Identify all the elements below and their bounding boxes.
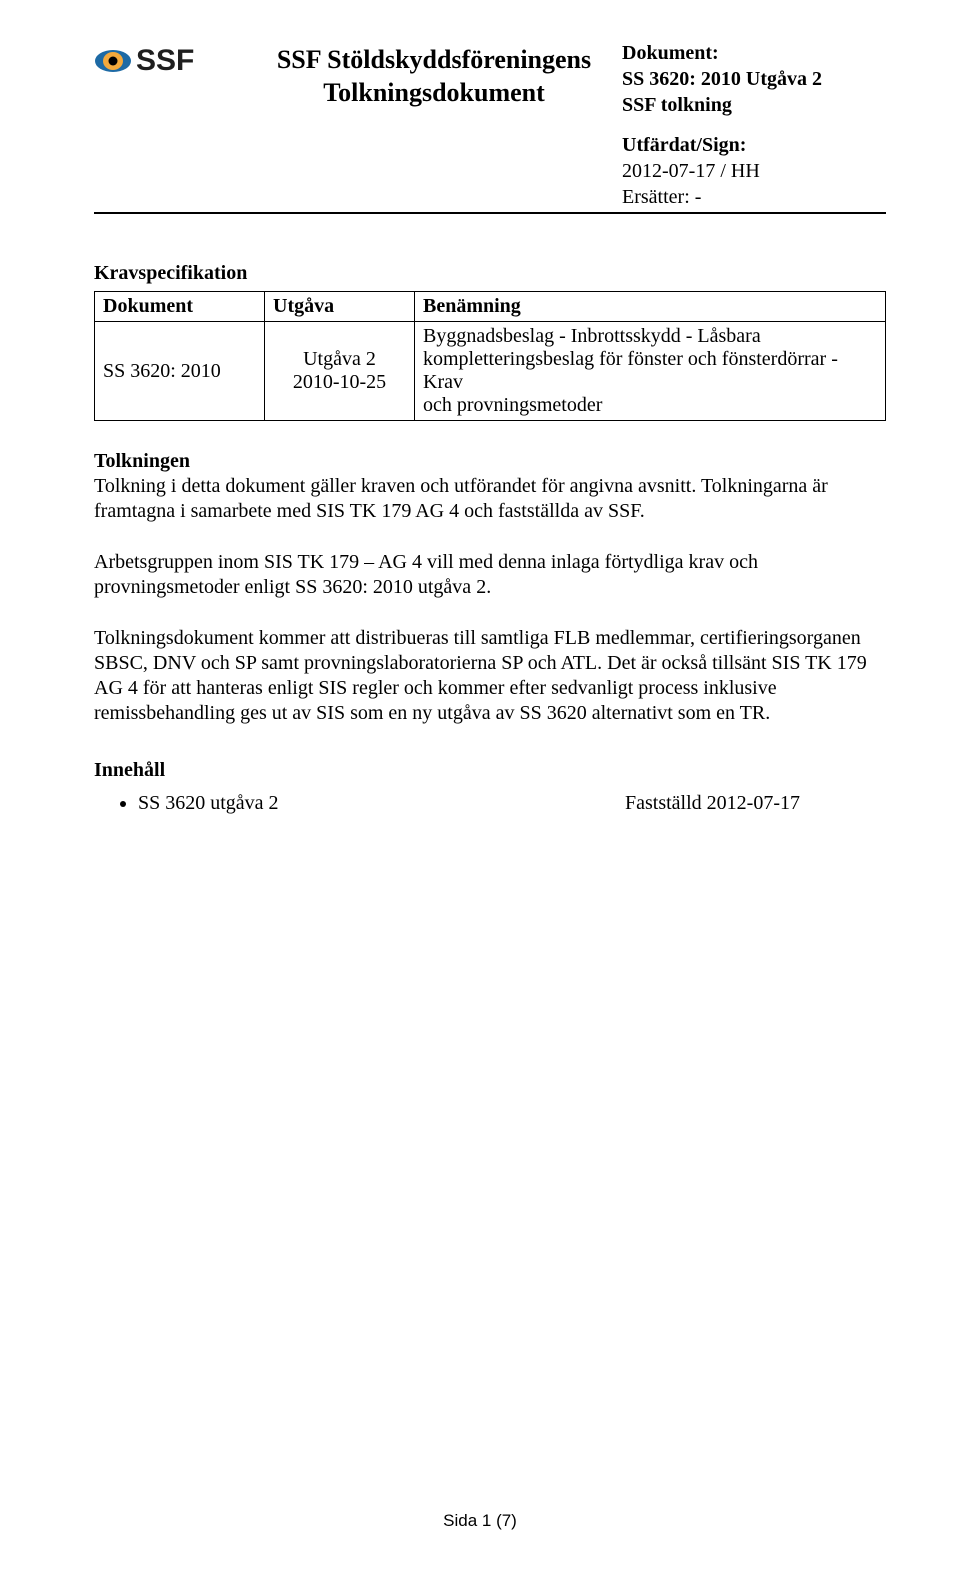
cell-benamning: Byggnadsbeslag - Inbrottsskydd - Låsbara…: [415, 322, 886, 421]
innehall-heading: Innehåll: [94, 758, 886, 783]
title-cell: SSF Stöldskyddsföreningens Tolkningsdoku…: [254, 40, 614, 109]
page-footer: Sida 1 (7): [0, 1511, 960, 1531]
col-benamning: Benämning: [415, 292, 886, 322]
paragraph-2: Arbetsgruppen inom SIS TK 179 – AG 4 vil…: [94, 550, 886, 600]
table-row: SS 3620: 2010 Utgåva 2 2010-10-25 Byggna…: [95, 322, 886, 421]
innehall-list: SS 3620 utgåva 2 Fastställd 2012-07-17: [94, 791, 886, 816]
meta-utfardat-label: Utfärdat/Sign:: [622, 132, 886, 158]
doc-title-line2: Tolkningsdokument: [254, 77, 614, 110]
cell-benamning-line2: kompletteringsbeslag för fönster och fön…: [423, 348, 877, 394]
page: SSF SSF Stöldskyddsföreningens Tolknings…: [0, 0, 960, 1577]
cell-benamning-line3: och provningsmetoder: [423, 394, 877, 417]
meta-dokument-label: Dokument:: [622, 40, 886, 66]
document-header: SSF SSF Stöldskyddsföreningens Tolknings…: [94, 40, 886, 214]
logo-cell: SSF: [94, 40, 254, 79]
cell-dokument-text: SS 3620: 2010: [103, 360, 221, 382]
meta-cell: Dokument: SS 3620: 2010 Utgåva 2 SSF tol…: [614, 40, 886, 210]
table-header-row: Dokument Utgåva Benämning: [95, 292, 886, 322]
cell-utgava-line2: 2010-10-25: [273, 371, 406, 394]
cell-utgava: Utgåva 2 2010-10-25: [265, 322, 415, 421]
meta-dokument-line2: SSF tolkning: [622, 92, 886, 118]
list-item: SS 3620 utgåva 2 Fastställd 2012-07-17: [138, 791, 886, 816]
meta-utfardat-value: 2012-07-17 / HH: [622, 158, 886, 184]
body-text: Tolkningen Tolkning i detta dokument gäl…: [94, 449, 886, 816]
paragraph-3: Tolkningsdokument kommer att distribuera…: [94, 626, 886, 726]
innehall-item-left: SS 3620 utgåva 2: [138, 791, 279, 816]
ssf-logo: SSF: [94, 44, 194, 78]
doc-title-line1: SSF Stöldskyddsföreningens: [254, 44, 614, 77]
cell-dokument: SS 3620: 2010: [95, 322, 265, 421]
kravspec-heading: Kravspecifikation: [94, 262, 886, 285]
cell-utgava-line1: Utgåva 2: [273, 348, 406, 371]
innehall-item-right: Fastställd 2012-07-17: [625, 791, 800, 816]
meta-dokument-line1: SS 3620: 2010 Utgåva 2: [622, 66, 886, 92]
meta-ersatter: Ersätter: -: [622, 184, 886, 210]
cell-benamning-line1: Byggnadsbeslag - Inbrottsskydd - Låsbara: [423, 325, 877, 348]
eye-icon: [94, 48, 132, 74]
paragraph-1: Tolkning i detta dokument gäller kraven …: [94, 474, 886, 524]
logo-text: SSF: [136, 44, 194, 78]
tolkningen-heading: Tolkningen: [94, 449, 886, 474]
col-dokument: Dokument: [95, 292, 265, 322]
kravspec-table: Dokument Utgåva Benämning SS 3620: 2010 …: [94, 291, 886, 421]
col-utgava: Utgåva: [265, 292, 415, 322]
